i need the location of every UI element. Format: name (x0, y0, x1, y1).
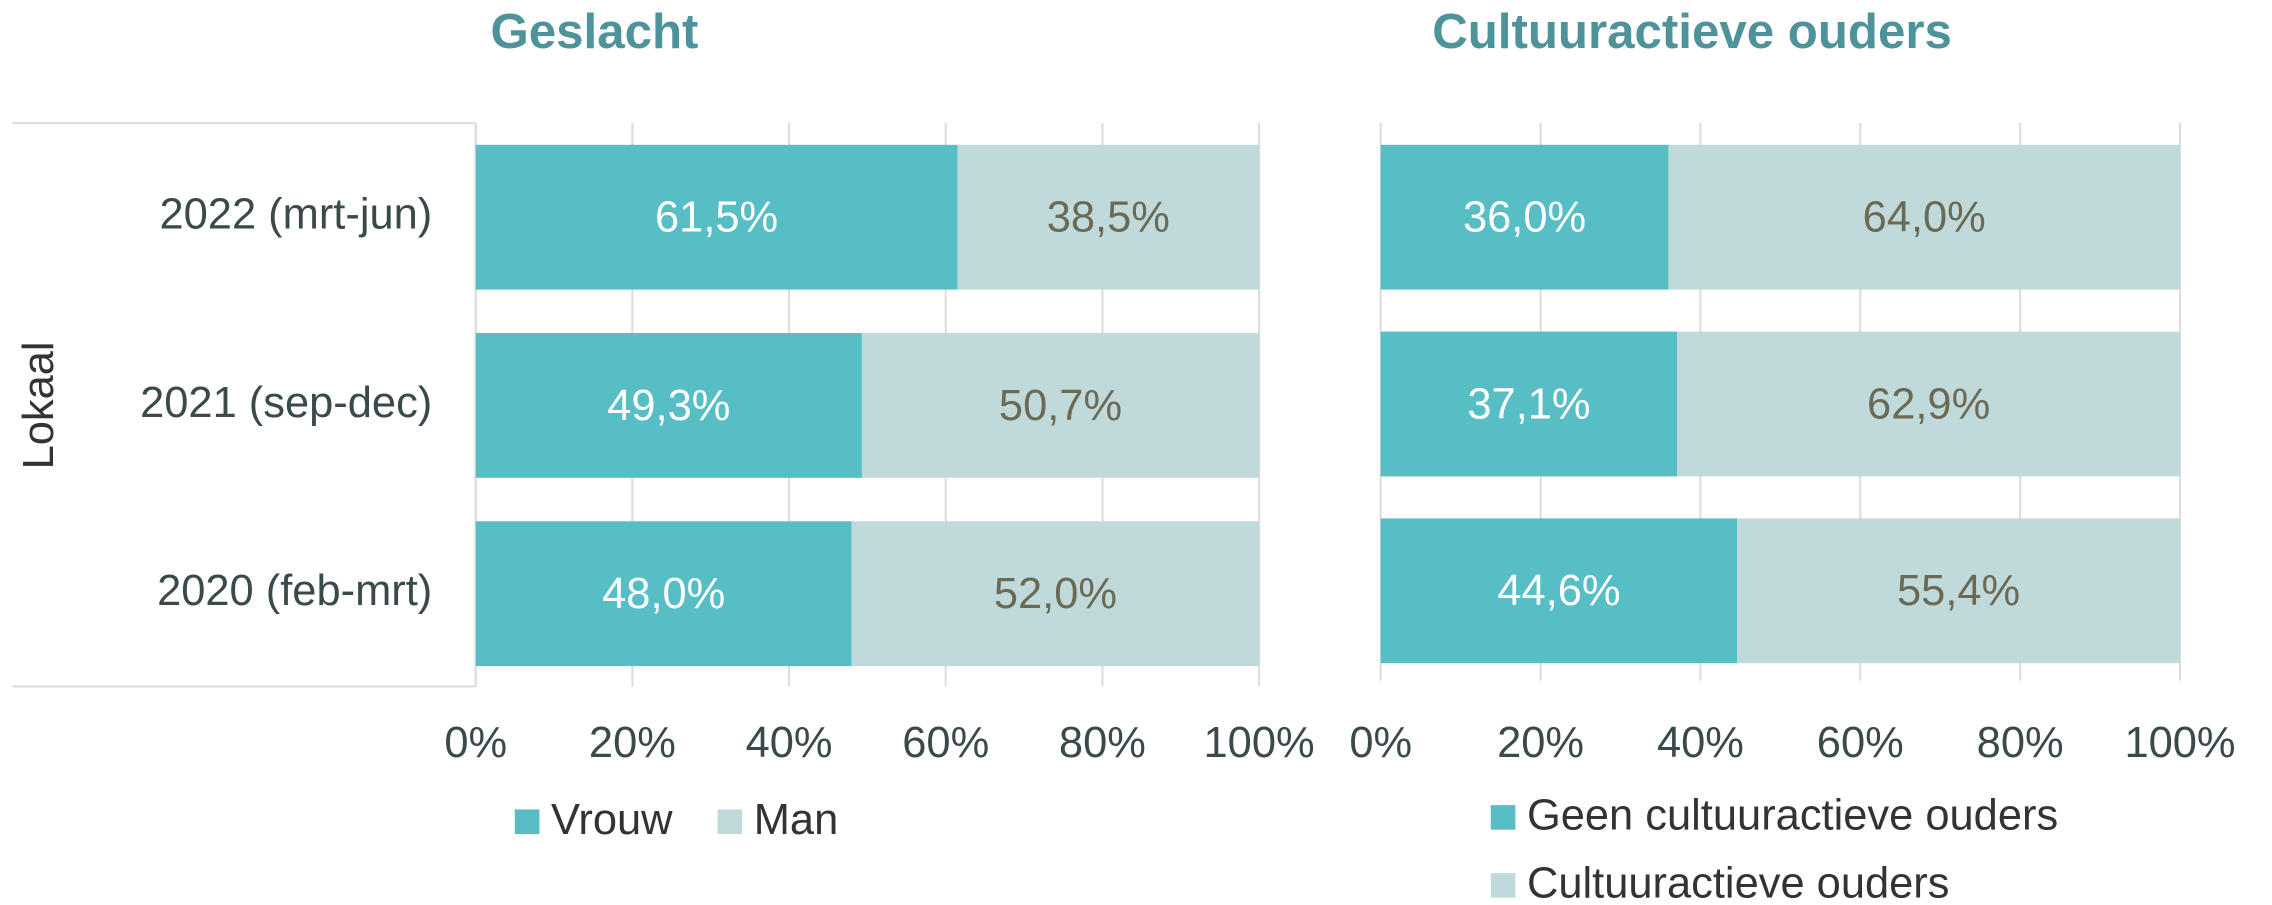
bar-segment (475, 521, 852, 667)
data-label: 44,6% (1497, 567, 1620, 615)
legend-label: Cultuuractieve ouders (1527, 860, 1950, 905)
x-tick-label: 0% (1349, 719, 1412, 767)
x-tick-label: 100% (2124, 719, 2235, 767)
x-tick-label: 80% (1059, 719, 1146, 767)
bar-segment (861, 333, 1260, 478)
data-label: 55,4% (1897, 567, 2020, 615)
data-label: 37,1% (1467, 380, 1590, 428)
x-tick-label: 0% (444, 719, 507, 767)
x-tick-label: 60% (902, 719, 989, 767)
data-label: 38,5% (1047, 194, 1170, 242)
bar-segment (1737, 518, 2181, 664)
x-tick-label: 40% (746, 719, 833, 767)
x-tick-label: 60% (1817, 719, 1904, 767)
bar-segment (851, 521, 1260, 667)
legend-swatch (514, 809, 540, 835)
bar-segment (1668, 144, 2181, 290)
bar-segment (475, 333, 862, 478)
data-label: 48,0% (602, 570, 725, 618)
legend-label: Vrouw (551, 796, 673, 844)
y-tick-label: 2022 (mrt-jun) (159, 191, 432, 239)
y-tick-label: 2021 (sep-dec) (140, 379, 432, 427)
x-tick-label: 40% (1657, 719, 1744, 767)
bar-segment (957, 144, 1260, 290)
chart-title: Geslacht (490, 4, 698, 59)
legend-swatch (1490, 873, 1516, 898)
y-tick-label: 2020 (feb-mrt) (157, 567, 432, 615)
data-label: 50,7% (999, 382, 1122, 430)
bar-segment (1380, 518, 1738, 664)
category-frame (12, 121, 476, 688)
chart-title: Cultuuractieve ouders (1432, 4, 1952, 59)
legend-swatch (1490, 805, 1516, 830)
legend-swatch (717, 809, 743, 835)
bar-segment (1380, 144, 1669, 290)
data-label: 64,0% (1863, 194, 1986, 242)
x-tick-label: 80% (1977, 719, 2064, 767)
data-label: 52,0% (994, 570, 1117, 618)
data-label: 36,0% (1463, 194, 1586, 242)
legend-label: Man (754, 796, 839, 844)
data-label: 49,3% (607, 382, 730, 430)
bar-segment (1677, 331, 2181, 477)
x-tick-label: 20% (1497, 719, 1584, 767)
x-tick-label: 100% (1204, 719, 1315, 767)
bar-segment (1380, 331, 1678, 477)
y-axis-label: Lokaal (15, 341, 63, 469)
data-label: 62,9% (1867, 380, 1990, 428)
bar-segment (475, 144, 958, 290)
legend-label: Geen cultuuractieve ouders (1527, 792, 2058, 840)
data-label: 61,5% (655, 194, 778, 242)
x-tick-label: 20% (589, 719, 676, 767)
